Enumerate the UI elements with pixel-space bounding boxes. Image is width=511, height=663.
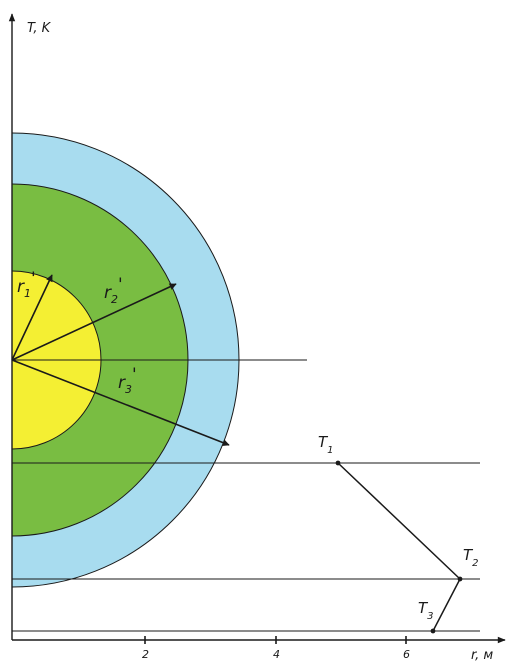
temp-label-t2: T2 <box>463 546 479 569</box>
radius-arrow-r2 <box>11 283 177 361</box>
temp-label-t3: T3 <box>418 599 434 622</box>
x-tick-label-4: 4 <box>273 648 280 661</box>
x-tick-label-2: 2 <box>142 648 149 661</box>
radius-label-r1: r1' <box>17 269 36 300</box>
radius-arrow-r3 <box>11 359 230 446</box>
radius-arrow-r1 <box>11 274 53 361</box>
temperature-profile-line <box>337 462 461 632</box>
temp-label-t1: T1 <box>318 433 334 456</box>
point-t1 <box>335 460 341 466</box>
x-axis-label: r, м <box>471 648 493 663</box>
x-tick-label-6: 6 <box>403 648 410 661</box>
point-t2 <box>457 576 463 582</box>
point-t3 <box>430 628 436 634</box>
radius-label-r3: r3' <box>118 365 137 396</box>
y-axis-label: T, K <box>27 21 52 36</box>
radius-label-r2: r2' <box>104 275 123 306</box>
